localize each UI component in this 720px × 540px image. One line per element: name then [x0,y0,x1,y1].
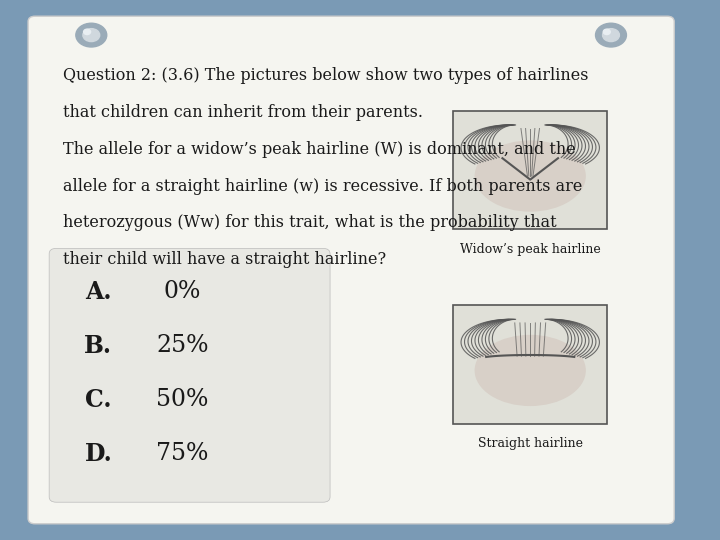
Text: allele for a straight hairline (w) is recessive. If both parents are: allele for a straight hairline (w) is re… [63,178,582,194]
FancyBboxPatch shape [453,111,608,230]
Text: B.: B. [84,334,112,357]
FancyBboxPatch shape [49,248,330,502]
Text: 25%: 25% [156,334,209,357]
Ellipse shape [474,140,586,212]
Text: Widow’s peak hairline: Widow’s peak hairline [460,243,600,256]
FancyBboxPatch shape [453,305,608,424]
Circle shape [603,29,611,35]
Ellipse shape [474,335,586,406]
Circle shape [76,23,107,47]
FancyBboxPatch shape [28,16,674,524]
Circle shape [595,23,626,47]
Text: Question 2: (3.6) The pictures below show two types of hairlines: Question 2: (3.6) The pictures below sho… [63,68,589,84]
Text: 75%: 75% [156,442,209,465]
Text: that children can inherit from their parents.: that children can inherit from their par… [63,104,423,121]
Text: The allele for a widow’s peak hairline (W) is dominant, and the: The allele for a widow’s peak hairline (… [63,141,576,158]
Text: A.: A. [85,280,112,303]
Text: heterozygous (Ww) for this trait, what is the probability that: heterozygous (Ww) for this trait, what i… [63,214,557,231]
Text: Straight hairline: Straight hairline [478,437,582,450]
Text: C.: C. [85,388,112,411]
Circle shape [84,29,91,35]
Circle shape [603,29,619,42]
Text: D.: D. [84,442,112,465]
Circle shape [83,29,100,42]
Text: their child will have a straight hairline?: their child will have a straight hairlin… [63,251,387,268]
Text: 50%: 50% [156,388,209,411]
Text: 0%: 0% [164,280,202,303]
